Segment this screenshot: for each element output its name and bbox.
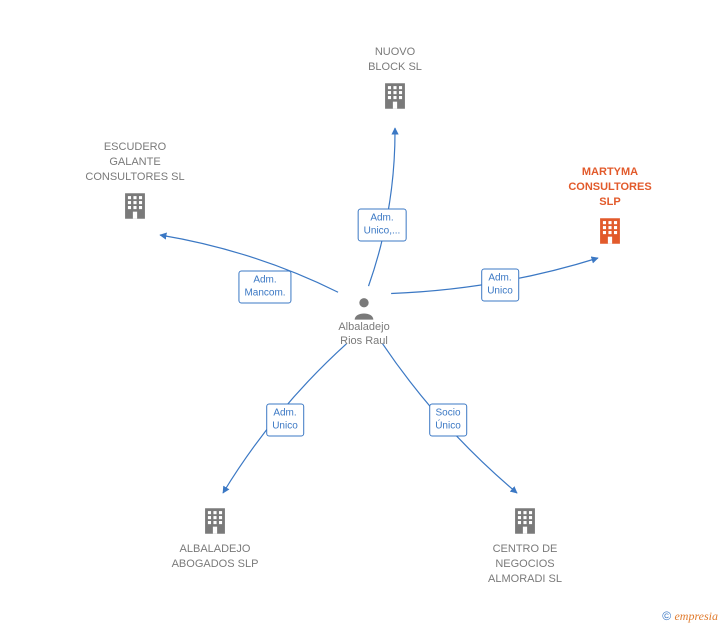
node-albaladejo_abogados[interactable]: ALBALADEJO ABOGADOS SLP (155, 500, 275, 572)
brand-name: empresia (674, 609, 718, 623)
watermark: © empresia (662, 609, 718, 624)
building-icon (155, 504, 275, 538)
node-label: MARTYMA CONSULTORES SLP (550, 165, 670, 210)
node-martyma[interactable]: MARTYMA CONSULTORES SLP (550, 165, 670, 252)
node-centro[interactable]: CENTRO DE NEGOCIOS ALMORADI SL (465, 500, 585, 587)
node-label: ALBALADEJO ABOGADOS SLP (155, 542, 275, 572)
node-label: ESCUDERO GALANTE CONSULTORES SL (75, 140, 195, 185)
edge-line (369, 128, 396, 286)
edge-label: Adm. Unico (266, 404, 304, 437)
edge-label: Adm. Unico,... (358, 209, 407, 242)
building-icon (335, 79, 455, 113)
edge-label: Adm. Unico (481, 269, 519, 302)
building-icon (465, 504, 585, 538)
edge-label: Adm. Mancom. (238, 271, 291, 304)
building-icon (550, 214, 670, 248)
node-nuovo[interactable]: NUOVO BLOCK SL (335, 45, 455, 117)
node-escudero[interactable]: ESCUDERO GALANTE CONSULTORES SL (75, 140, 195, 227)
copyright-symbol: © (662, 609, 671, 623)
node-label: CENTRO DE NEGOCIOS ALMORADI SL (465, 542, 585, 587)
center-node-label: Albaladejo Rios Raul (338, 320, 389, 349)
edge-label: Socio Único (429, 404, 467, 437)
center-person-icon (350, 294, 378, 322)
node-label: NUOVO BLOCK SL (335, 45, 455, 75)
building-icon (75, 189, 195, 223)
